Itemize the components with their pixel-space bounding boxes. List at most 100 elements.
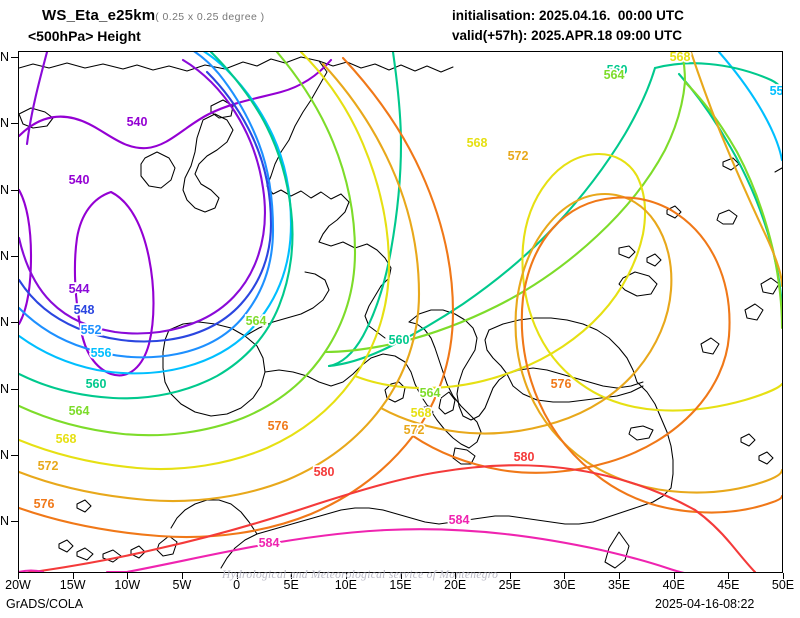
x-axis-tick-label: 5E (283, 578, 299, 592)
contour-572-e (379, 192, 673, 435)
contour-map-plot: 540 540 540 540 544 544 548 548 552 552 556 556 560 5… (18, 51, 783, 573)
contour-label-halo: 548 (74, 303, 95, 317)
model-name: WS_Eta_e25km (42, 7, 156, 24)
contour-label-halo: 580 (514, 450, 535, 464)
contour-label-halo: 572 (38, 459, 59, 473)
contour-label-halo: 540 (127, 115, 148, 129)
contour-584 (19, 569, 45, 572)
contour-lines (19, 52, 782, 572)
contour-labels: 5405405405405445445485485525525565565605… (32, 52, 782, 552)
contour-560-e (677, 72, 782, 312)
contour-label: 580 (514, 450, 535, 464)
initialisation-label: initialisation: 2025.04.16. 00:00 UTC (452, 8, 684, 23)
contour-label-halo: 568 (56, 432, 77, 446)
y-axis-tick-label: N (0, 315, 10, 329)
contour-584-m (125, 528, 603, 572)
y-axis-tick-label: N (0, 514, 10, 528)
x-axis-tick-label: 40E (662, 578, 685, 592)
contour-label-halo: 556 (91, 346, 112, 360)
contour-584-r (599, 548, 685, 572)
contour-label-halo: 576 (268, 419, 289, 433)
contour-label: 572 (508, 149, 529, 163)
y-axis-tick-label: N (0, 50, 10, 64)
contour-label-halo: 564 (420, 386, 441, 400)
contour-label: 572 (404, 423, 425, 437)
x-axis-tick-label: 50E (771, 578, 795, 592)
contour-label: 568 (56, 432, 77, 446)
contour-580 (25, 464, 697, 572)
contour-560-arc (327, 52, 403, 368)
contour-560 (19, 52, 294, 400)
contour-label-halo: 564 (604, 68, 625, 82)
contour-label: 568 (411, 406, 432, 420)
contour-label-halo: 560 (86, 377, 107, 391)
x-axis-tick-label: 10E (334, 578, 357, 592)
contour-label-halo: 564 (246, 314, 267, 328)
y-axis-tick-label: N (0, 382, 10, 396)
contour-label-halo: 560 (607, 63, 628, 77)
valid-time-label: valid(+57h): 2025.APR.18 09:00 UTC (452, 28, 682, 43)
contour-564-r (683, 80, 782, 330)
resolution-label: ( 0.25 x 0.25 degree ) (155, 11, 265, 23)
contour-label-halo: 580 (314, 465, 335, 479)
y-axis-tick-label: N (0, 448, 10, 462)
grads-credit: GrADS/COLA (6, 597, 84, 611)
contour-572-f (514, 298, 782, 494)
page-title: WS_Eta_e25km( 0.25 x 0.25 degree ) (42, 7, 265, 24)
contour-label-halo: 576 (34, 497, 55, 511)
contour-label: 552 (81, 323, 102, 337)
contour-544 (25, 52, 49, 146)
x-axis-tick-label: 0 (233, 578, 241, 592)
contour-560-rr (653, 62, 782, 94)
contour-label-halo: 540 (69, 173, 90, 187)
contour-548 (19, 70, 273, 343)
contour-540-low (73, 190, 155, 377)
contour-label-halo: 576 (551, 377, 572, 391)
contour-label: 548 (74, 303, 95, 317)
contour-label-halo: 584 (449, 513, 470, 527)
contour-540 (19, 58, 333, 150)
x-axis-tick-label: 5W (172, 578, 192, 592)
contour-label: 560 (389, 333, 410, 347)
contour-label: 544 (69, 282, 90, 296)
contour-label: 584 (259, 536, 280, 550)
generation-timestamp: 2025-04-16-08:22 (655, 597, 755, 611)
contour-572-g (689, 52, 782, 288)
y-axis-tick-label: N (0, 116, 10, 130)
x-axis-tick-label: 45E (717, 578, 740, 592)
contour-label: 576 (34, 497, 55, 511)
coastlines (19, 56, 782, 569)
contour-label-halo: 568 (411, 406, 432, 420)
contour-label: 584 (449, 513, 470, 527)
contour-label-halo: 568 (670, 52, 691, 64)
contour-label-halo: 556 (770, 84, 782, 98)
contour-576 (19, 56, 455, 539)
contour-label-halo: 568 (467, 136, 488, 150)
x-axis-tick-label: 10W (114, 578, 141, 592)
x-axis-tick-label: 15E (389, 578, 412, 592)
contour-label: 568 (670, 52, 691, 64)
contour-544-m (19, 58, 266, 335)
watermark: Hydrological and Meteorological service … (222, 569, 499, 581)
contour-label: 568 (467, 136, 488, 150)
contour-label-halo: 544 (69, 282, 90, 296)
contour-label-halo: 572 (404, 423, 425, 437)
field-label: <500hPa> Height (28, 28, 141, 44)
contour-556-r (717, 52, 782, 162)
contour-label: 576 (551, 377, 572, 391)
contour-576-e (411, 334, 731, 474)
x-axis-tick-label: 15W (59, 578, 86, 592)
x-axis-tick-label: 30E (553, 578, 576, 592)
x-axis-tick-label: 25E (498, 578, 521, 592)
x-axis-tick-label: 20W (5, 578, 31, 592)
contour-580-e (693, 508, 757, 572)
contour-label: 556 (770, 84, 782, 98)
contour-label: 564 (246, 314, 267, 328)
contour-576-h (520, 296, 782, 514)
contour-label: 540 (69, 173, 90, 187)
contour-label: 564 (69, 404, 90, 418)
contour-label: 576 (268, 419, 289, 433)
contour-540-b (19, 188, 33, 326)
contour-label: 556 (91, 346, 112, 360)
